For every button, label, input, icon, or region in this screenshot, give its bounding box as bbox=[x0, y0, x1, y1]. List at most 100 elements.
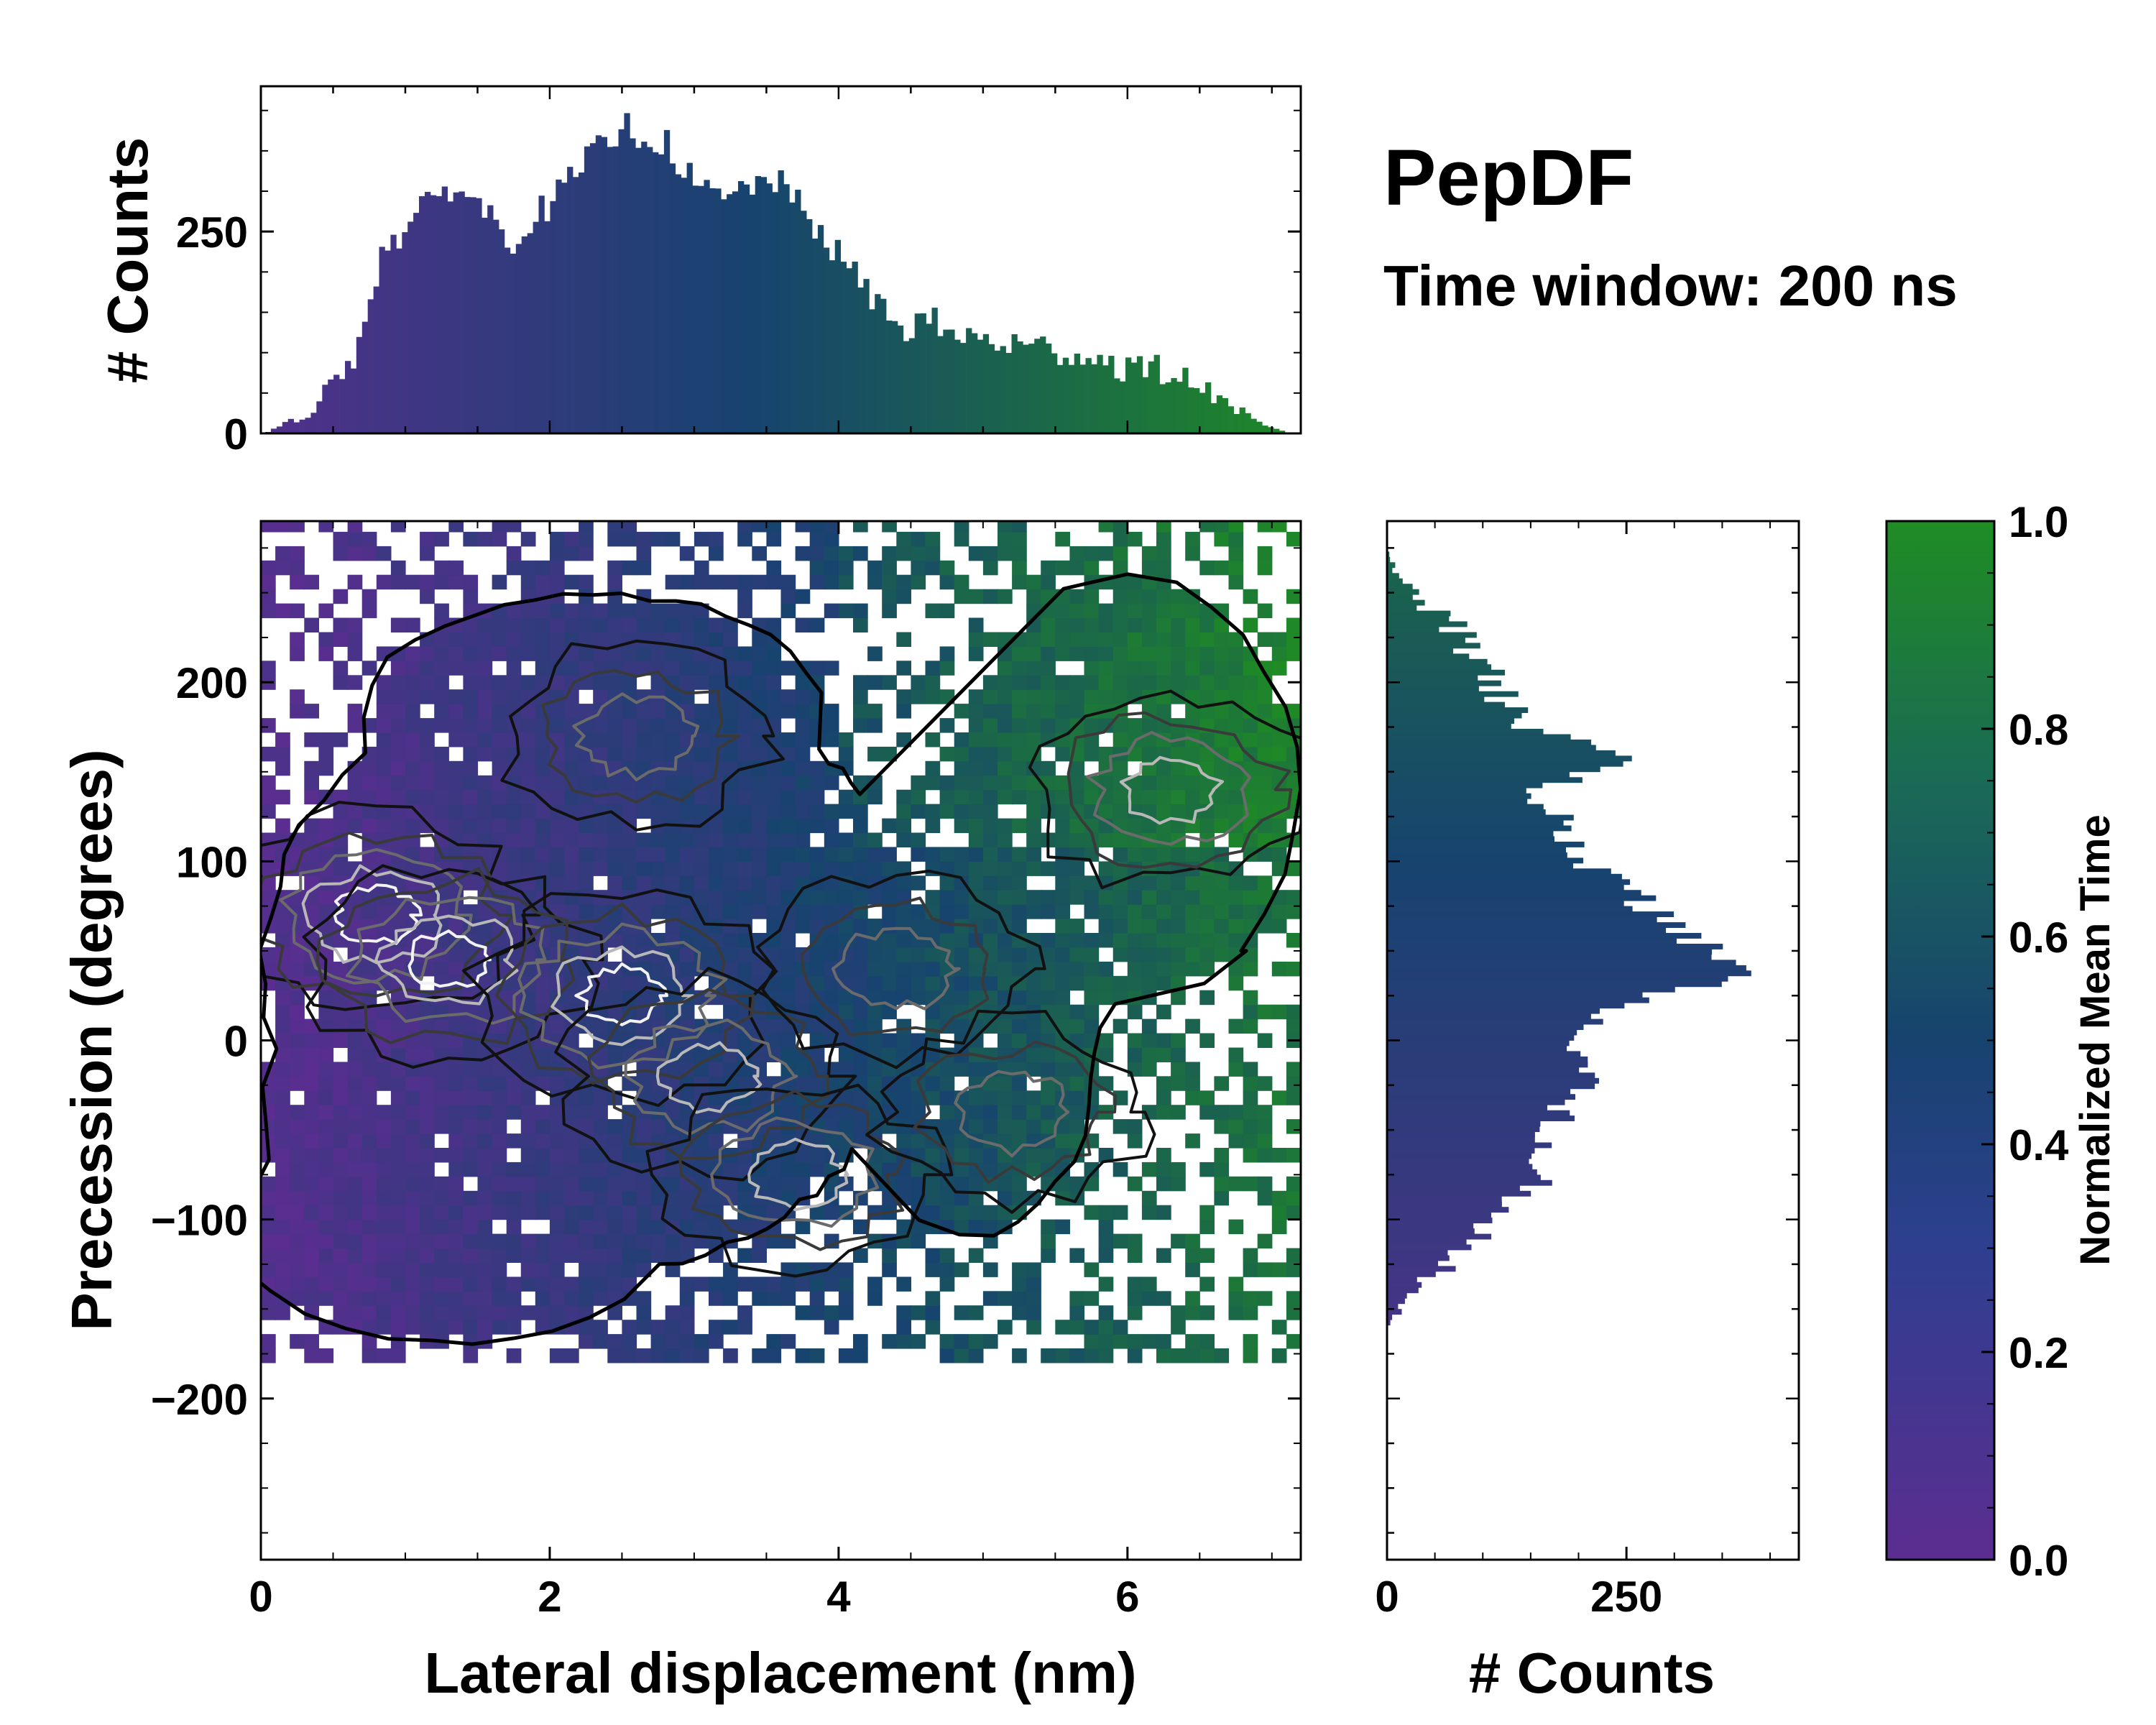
heatmap-cell bbox=[347, 804, 363, 819]
heatmap-cell bbox=[290, 1047, 305, 1062]
heatmap-cell bbox=[824, 1062, 839, 1077]
heatmap-cell bbox=[579, 521, 594, 533]
heatmap-cell bbox=[361, 1105, 377, 1120]
heatmap-cell bbox=[347, 1190, 363, 1206]
x-tick-label: 250 bbox=[1590, 1573, 1662, 1621]
heatmap-cell bbox=[1026, 1276, 1041, 1292]
heatmap-cell bbox=[304, 1262, 319, 1277]
heatmap-cell bbox=[1185, 661, 1200, 676]
top-histogram-bar bbox=[1085, 358, 1092, 433]
heatmap-cell bbox=[998, 1105, 1013, 1120]
top-histogram-bar bbox=[743, 184, 750, 433]
heatmap-cell bbox=[752, 1176, 767, 1192]
heatmap-cell bbox=[1199, 1090, 1215, 1105]
heatmap-cell bbox=[520, 704, 536, 719]
heatmap-cell bbox=[925, 732, 941, 748]
heatmap-cell bbox=[824, 546, 839, 561]
heatmap-cell bbox=[1112, 661, 1128, 676]
heatmap-cell bbox=[766, 661, 782, 676]
heatmap-cell bbox=[290, 1119, 305, 1134]
heatmap-cell bbox=[420, 919, 435, 934]
heatmap-cell bbox=[564, 875, 579, 891]
heatmap-cell bbox=[882, 675, 897, 690]
top-histogram-bar bbox=[647, 147, 653, 433]
heatmap-cell bbox=[492, 1148, 507, 1163]
top-histogram-bar bbox=[322, 385, 328, 433]
heatmap-cell bbox=[1098, 1276, 1114, 1292]
heatmap-cell bbox=[420, 789, 435, 805]
heatmap-cell bbox=[492, 832, 507, 847]
right-histogram-bar bbox=[1387, 906, 1633, 912]
heatmap-cell bbox=[463, 704, 479, 719]
right-histogram-bar bbox=[1387, 831, 1554, 837]
contour-line bbox=[954, 1070, 1070, 1158]
heatmap-cell bbox=[448, 847, 464, 862]
heatmap-cell bbox=[1185, 775, 1200, 791]
top-histogram-bar bbox=[396, 248, 402, 433]
heatmap-cell bbox=[968, 1348, 984, 1363]
right-histogram-bar bbox=[1387, 782, 1543, 788]
heatmap-cell bbox=[968, 718, 984, 733]
heatmap-cell bbox=[752, 521, 767, 533]
heatmap-cell bbox=[1199, 904, 1215, 919]
heatmap-cell bbox=[780, 1090, 796, 1105]
heatmap-cell bbox=[838, 1276, 854, 1292]
heatmap-cell bbox=[1026, 1305, 1041, 1320]
heatmap-cell bbox=[1127, 531, 1143, 547]
heatmap-cell bbox=[477, 1133, 493, 1149]
heatmap-cell bbox=[1156, 704, 1171, 719]
heatmap-cell bbox=[824, 947, 839, 962]
heatmap-cell bbox=[448, 560, 464, 576]
heatmap-cell bbox=[579, 832, 594, 847]
heatmap-cell bbox=[650, 832, 666, 847]
heatmap-cell bbox=[564, 760, 579, 776]
heatmap-cell bbox=[679, 1205, 695, 1220]
heatmap-cell bbox=[896, 732, 911, 748]
heatmap-cell bbox=[376, 933, 392, 948]
heatmap-cell bbox=[361, 1119, 377, 1134]
heatmap-cell bbox=[492, 521, 507, 533]
heatmap-cell bbox=[1243, 732, 1258, 748]
heatmap-cell bbox=[463, 1276, 479, 1292]
heatmap-cell bbox=[867, 990, 883, 1006]
heatmap-cell bbox=[420, 1090, 435, 1105]
heatmap-cell bbox=[333, 732, 349, 748]
heatmap-cell bbox=[1112, 646, 1128, 661]
heatmap-cell bbox=[506, 861, 522, 876]
top-histogram-bar bbox=[966, 328, 972, 433]
heatmap-cell bbox=[290, 1233, 305, 1249]
heatmap-cell bbox=[1301, 875, 1316, 891]
heatmap-cell bbox=[1199, 1219, 1215, 1235]
heatmap-cell bbox=[261, 775, 276, 791]
heatmap-cell bbox=[275, 1090, 290, 1105]
heatmap-cell bbox=[1112, 904, 1128, 919]
heatmap-cell bbox=[318, 1233, 334, 1249]
heatmap-cell bbox=[290, 521, 305, 533]
heatmap-cell bbox=[1214, 704, 1230, 719]
heatmap-cell bbox=[1041, 1233, 1056, 1249]
right-histogram-bar bbox=[1387, 1056, 1588, 1062]
heatmap-cell bbox=[1069, 632, 1085, 647]
heatmap-cell bbox=[853, 975, 868, 991]
heatmap-cell bbox=[1156, 646, 1171, 661]
heatmap-cell bbox=[261, 1348, 276, 1363]
right-histogram-bar bbox=[1387, 911, 1674, 917]
heatmap-cell bbox=[752, 1276, 767, 1292]
heatmap-cell bbox=[1069, 818, 1085, 834]
heatmap-cell bbox=[376, 718, 392, 733]
top-histogram-bar bbox=[1216, 395, 1223, 433]
heatmap-cell bbox=[1098, 890, 1114, 905]
heatmap-cell bbox=[1012, 904, 1027, 919]
heatmap-cell bbox=[1286, 861, 1301, 876]
heatmap-cell bbox=[1243, 1334, 1258, 1349]
heatmap-cell bbox=[304, 832, 319, 847]
heatmap-cell bbox=[290, 603, 305, 619]
heatmap-cell bbox=[1041, 1090, 1056, 1105]
heatmap-cell bbox=[679, 933, 695, 948]
heatmap-cell bbox=[506, 1133, 522, 1149]
heatmap-cell bbox=[1141, 1062, 1157, 1077]
heatmap-cell bbox=[535, 1305, 550, 1320]
heatmap-cell bbox=[766, 1205, 782, 1220]
heatmap-cell bbox=[636, 617, 652, 632]
heatmap-cell bbox=[593, 847, 608, 862]
